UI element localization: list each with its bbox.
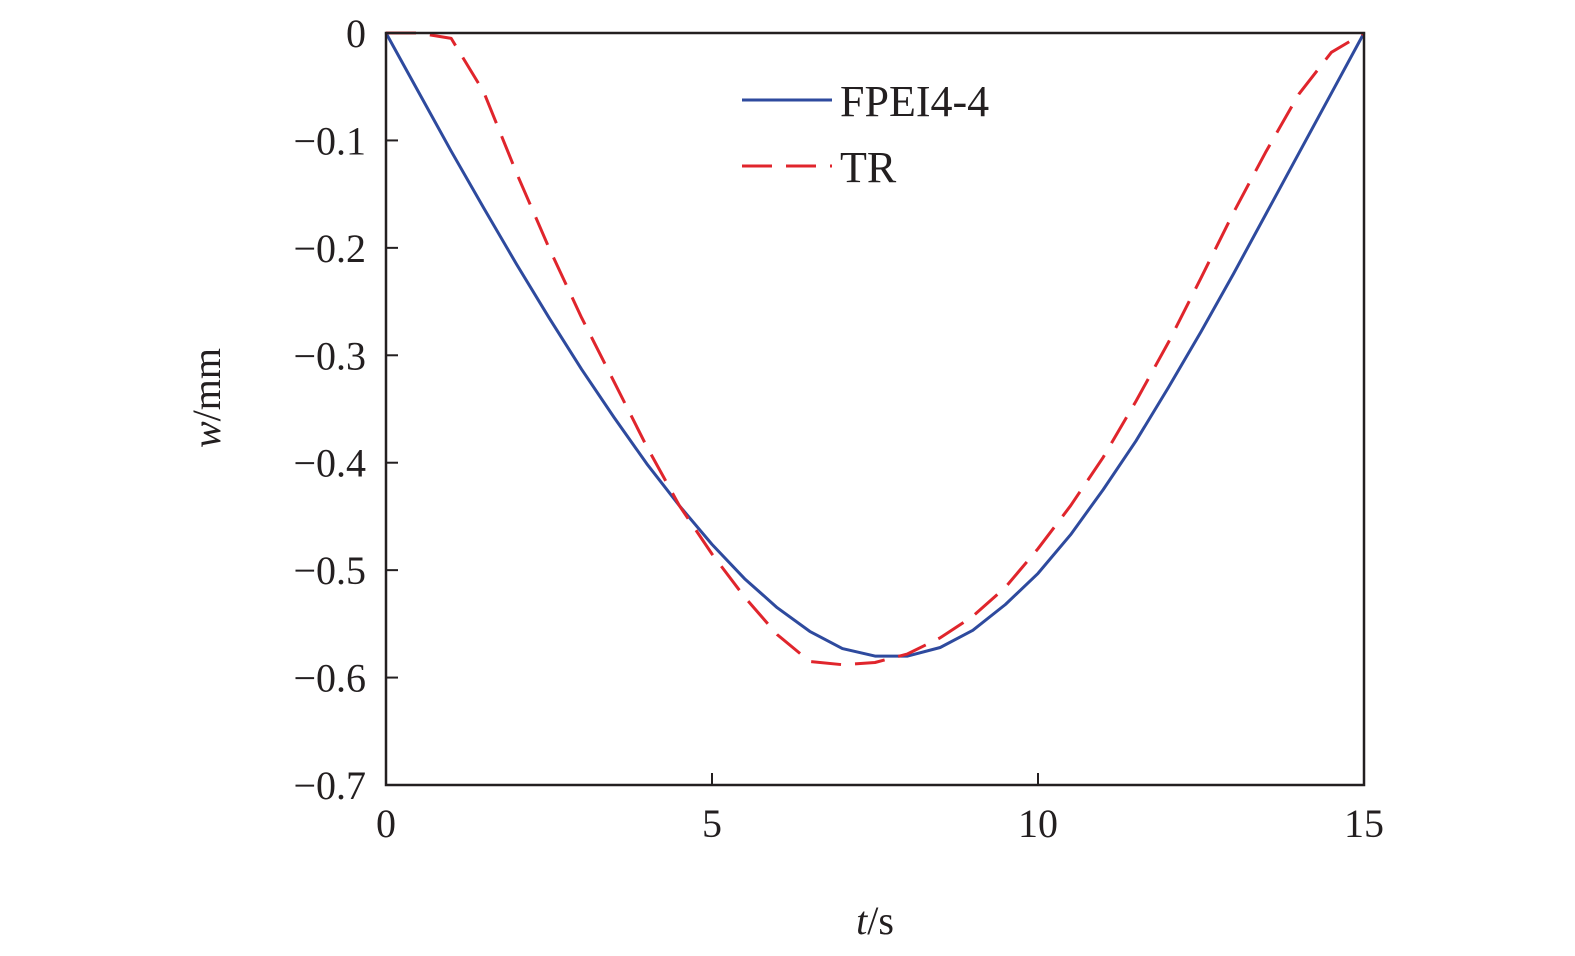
y-tick-label: −0.5 — [293, 548, 366, 593]
x-tick-label: 10 — [1018, 801, 1058, 846]
x-axis-label-unit: /s — [867, 898, 894, 943]
x-axis-label-variable: t — [856, 898, 868, 943]
y-tick-label: −0.4 — [293, 441, 366, 486]
series-layer — [384, 31, 1366, 667]
y-tick-label: 0 — [346, 11, 366, 56]
x-tick-label: 5 — [702, 801, 722, 846]
y-tick-label: −0.6 — [293, 656, 366, 701]
legend-label-fpei4-4: FPEI4-4 — [840, 77, 989, 126]
legend: FPEI4-4 TR — [742, 77, 989, 192]
plot-frame — [384, 31, 1366, 787]
x-axis-label: t/s — [856, 898, 894, 943]
series-line-fpei4-4 — [384, 32, 1366, 658]
y-axis-label-variable: w — [184, 421, 229, 448]
y-axis-ticks: 0 −0.1 −0.2 −0.3 −0.4 −0.5 −0.6 −0.7 — [293, 11, 398, 808]
y-axis-label: w/mm — [184, 348, 229, 448]
y-axis-label-unit: /mm — [184, 348, 229, 421]
x-axis-ticks: 0 5 10 15 — [376, 773, 1384, 846]
x-tick-label: 0 — [376, 801, 396, 846]
y-tick-label: −0.2 — [293, 226, 366, 271]
y-tick-label: −0.1 — [293, 118, 366, 163]
legend-label-tr: TR — [840, 143, 897, 192]
x-tick-label: 15 — [1344, 801, 1384, 846]
y-tick-label: −0.3 — [293, 333, 366, 378]
series-line-tr — [386, 31, 1365, 667]
y-tick-label: −0.7 — [293, 763, 366, 808]
